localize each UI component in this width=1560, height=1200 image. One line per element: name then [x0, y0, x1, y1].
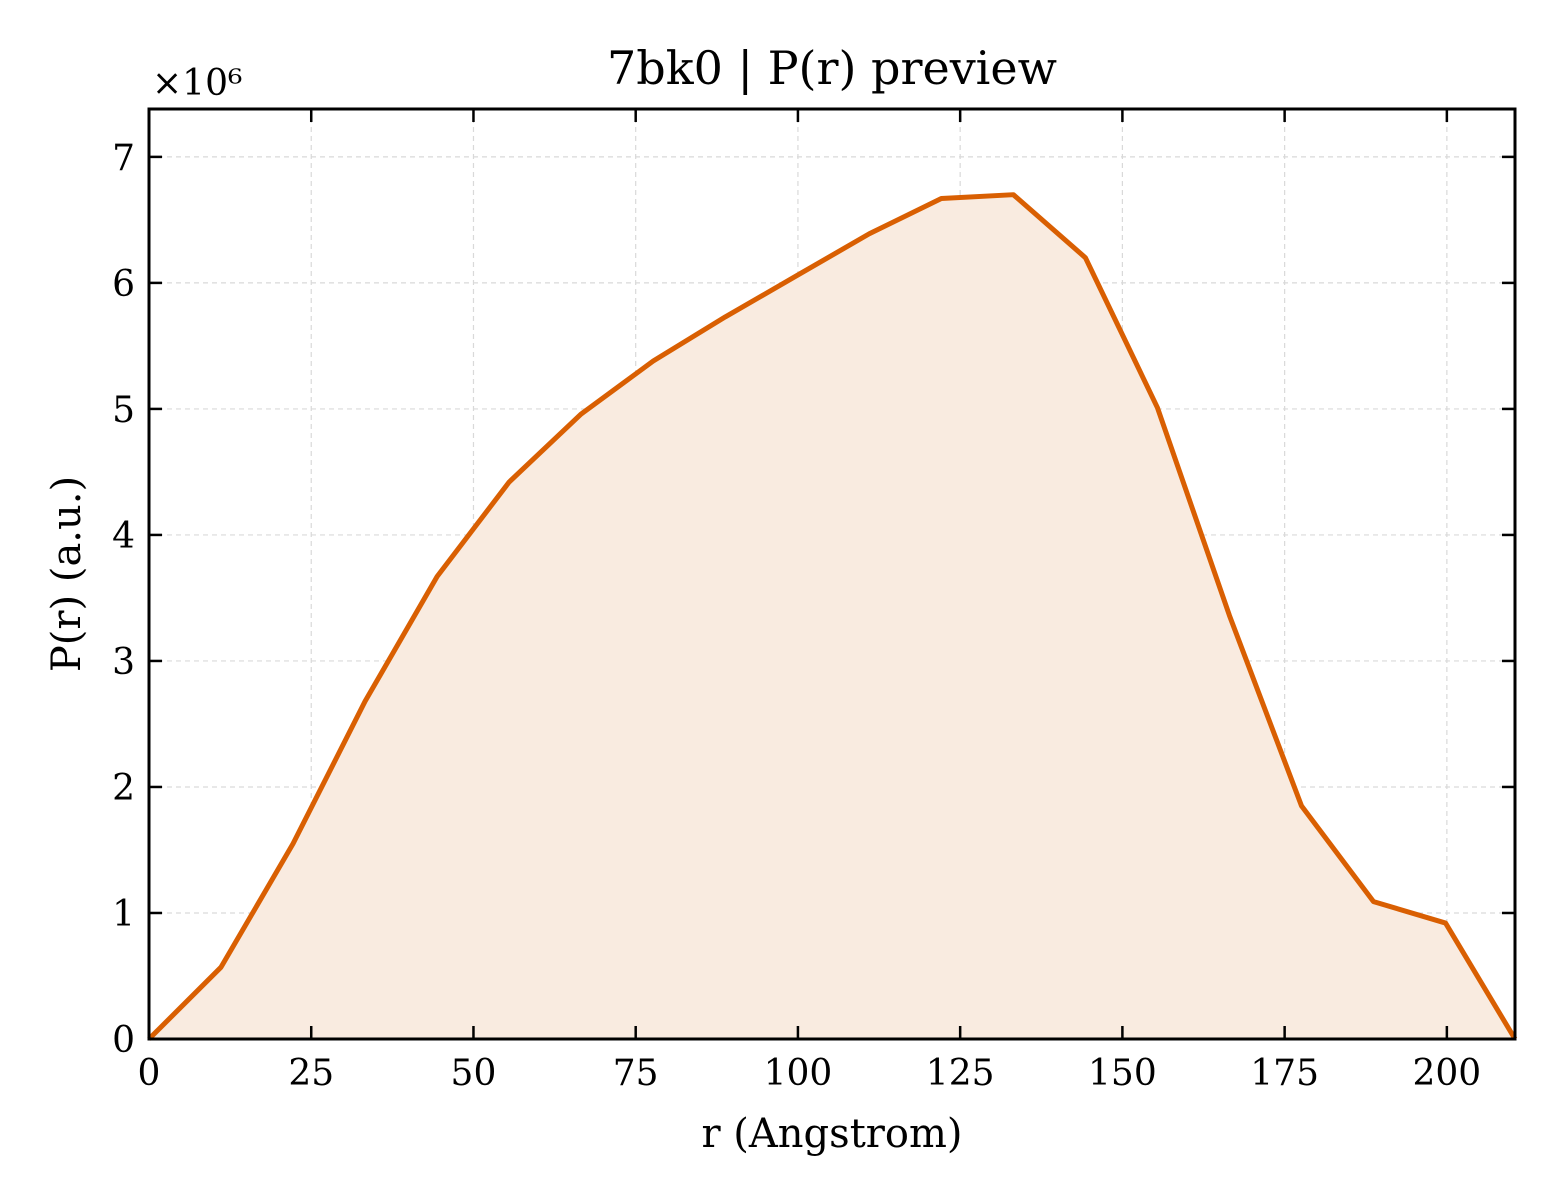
- x-tick-label-2: 50: [451, 1053, 497, 1094]
- x-tick-label-0: 0: [138, 1053, 161, 1094]
- plot-frame: [147, 107, 1517, 1041]
- y-tick-label-5: 5: [112, 390, 135, 431]
- y-axis-multiplier: ×10⁶: [152, 63, 242, 104]
- y-tick-label-2: 2: [112, 768, 135, 809]
- x-tick-label-5: 125: [926, 1053, 995, 1094]
- y-tick-label-1: 1: [112, 894, 135, 935]
- series-line-layer: [147, 192, 1518, 1041]
- y-tick-label-3: 3: [112, 642, 135, 683]
- x-tick-label-4: 100: [764, 1053, 833, 1094]
- series-line: [147, 192, 1518, 1041]
- y-tick-label-0: 0: [112, 1020, 135, 1061]
- y-axis-label: P(r) (a.u.): [44, 476, 90, 672]
- area-fill-layer: [149, 194, 1515, 1039]
- y-axis-ticks: 0 1 2 3 4 5 6 7: [112, 138, 1515, 1061]
- x-tick-label-6: 150: [1088, 1053, 1157, 1094]
- chart-title: 7bk0 | P(r) preview: [607, 41, 1057, 95]
- x-tick-label-1: 25: [288, 1053, 334, 1094]
- y-tick-label-7: 7: [112, 138, 135, 179]
- x-tick-label-7: 175: [1250, 1053, 1319, 1094]
- x-axis-label: r (Angstrom): [701, 1111, 962, 1157]
- series-area-fill: [149, 194, 1515, 1039]
- y-tick-label-6: 6: [112, 264, 135, 305]
- x-axis-ticks: 0 25 50 75 100 125 150 175 200: [138, 109, 1482, 1094]
- x-tick-label-3: 75: [613, 1053, 659, 1094]
- plot-area-border: [147, 107, 1517, 1041]
- y-tick-label-4: 4: [112, 516, 135, 557]
- x-tick-label-8: 200: [1413, 1053, 1482, 1094]
